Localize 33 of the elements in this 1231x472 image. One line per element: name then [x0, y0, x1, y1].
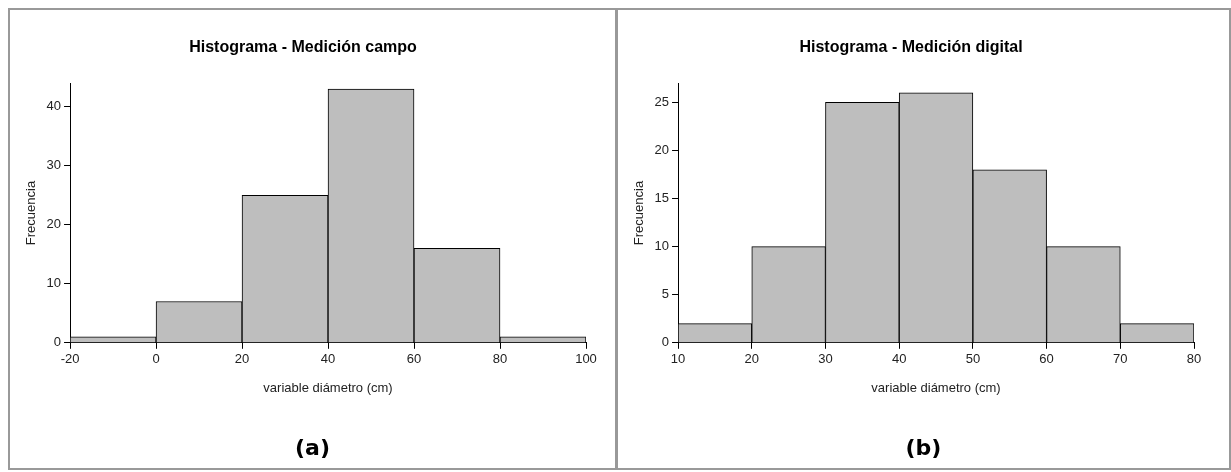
x-tick-label: 80 — [492, 351, 508, 367]
y-tick-label: 0 — [53, 334, 62, 350]
y-tick-label: 0 — [661, 334, 670, 350]
y-tick-label: 5 — [661, 286, 670, 302]
y-tick-label: 10 — [654, 238, 670, 254]
text: (a) — [294, 435, 331, 460]
y-tick-label: 30 — [46, 157, 62, 173]
x-tick-label: 60 — [406, 351, 422, 367]
y-tick-label: 20 — [46, 216, 62, 232]
y-axis-title: Frecuencia — [23, 180, 39, 246]
x-tick-label: 40 — [320, 351, 336, 367]
chart-title: Histograma - Medición campo — [189, 38, 418, 56]
x-tick-label: 20 — [234, 351, 250, 367]
x-tick-label: 30 — [818, 351, 833, 367]
y-tick-label: 10 — [46, 275, 62, 291]
y-tick-label: 40 — [46, 98, 62, 114]
x-tick-label: 80 — [1186, 351, 1202, 367]
x-tick-label: -20 — [60, 351, 80, 367]
x-tick-label: 20 — [744, 351, 759, 367]
x-tick-label: 60 — [1039, 351, 1054, 367]
text: (b) — [904, 435, 943, 460]
y-tick-label: 20 — [654, 142, 670, 158]
x-tick-label: 40 — [891, 351, 907, 367]
x-tick-label: 0 — [152, 351, 160, 367]
y-tick-label: 15 — [654, 190, 670, 206]
x-tick-label: 50 — [965, 351, 981, 367]
x-tick-label: 100 — [575, 351, 597, 367]
chart-title: Histograma - Medición digital — [799, 38, 1023, 56]
x-tick-label: 70 — [1113, 351, 1128, 367]
y-tick-label: 25 — [654, 94, 670, 110]
x-axis-title: variable diámetro (cm) — [263, 379, 393, 395]
y-axis-title: Frecuencia — [631, 180, 647, 246]
x-axis-title: variable diámetro (cm) — [871, 379, 1001, 395]
